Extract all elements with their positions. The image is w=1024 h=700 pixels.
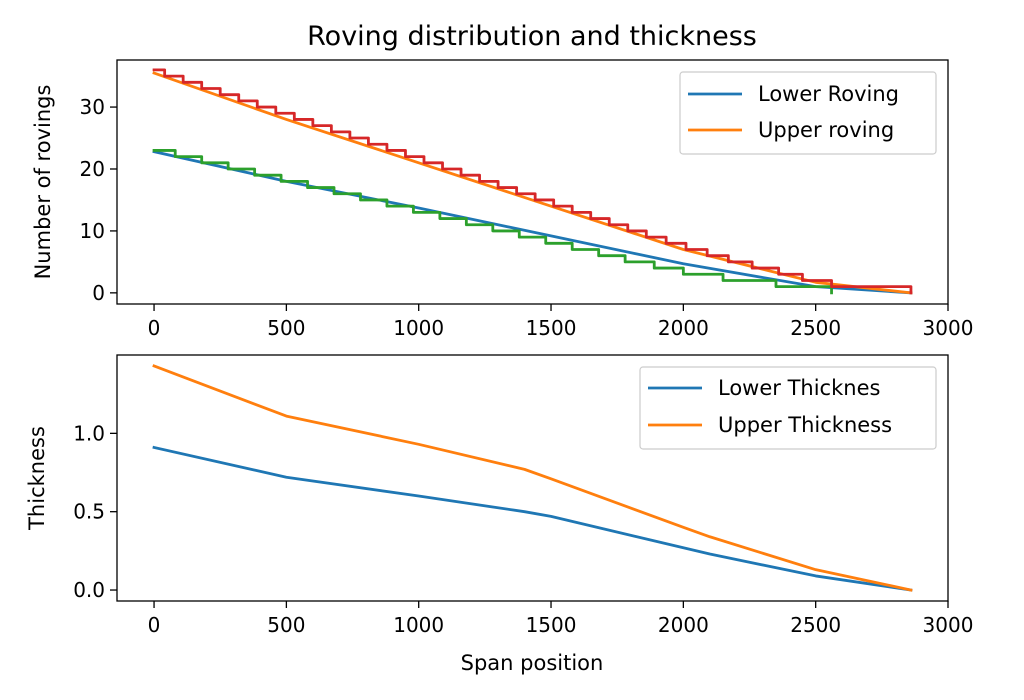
x-tick-label: 3000 [923, 316, 974, 340]
x-tick-label: 1000 [393, 613, 444, 637]
series-upper-roving [152, 71, 913, 295]
y-axis-ticks: 0.0 0.5 1.0 [73, 421, 117, 602]
legend-label-upper-roving: Upper roving [758, 118, 894, 142]
legend-frame [679, 71, 937, 155]
y-tick-label: 0.0 [73, 578, 105, 602]
legend: Lower Thicknes Upper Thickness [639, 366, 937, 450]
roving-chart: Roving distribution and thickness 0 500 10… [31, 21, 973, 340]
x-tick-label: 1000 [393, 316, 444, 340]
legend-label-lower-thickness: Lower Thicknes [718, 376, 880, 400]
x-axis-ticks: 0 500 1000 1500 2000 2500 3000 [148, 304, 974, 340]
x-tick-label: 2500 [790, 316, 841, 340]
series-lower-thicknes [152, 445, 913, 592]
legend: Lower Roving Upper roving [679, 71, 937, 155]
y-tick-label: 20 [80, 157, 105, 181]
series-upper-thickness [152, 364, 913, 592]
x-tick-label: 0 [148, 613, 161, 637]
y-axis-label: Number of rovings [31, 85, 55, 280]
x-tick-label: 2000 [658, 316, 709, 340]
x-tick-label: 2500 [790, 613, 841, 637]
x-tick-label: 500 [267, 316, 305, 340]
x-tick-label: 1500 [526, 613, 577, 637]
x-tick-label: 1500 [526, 316, 577, 340]
plot-area [116, 354, 949, 602]
y-axis-ticks: 0 10 20 30 [80, 95, 117, 305]
x-axis-ticks: 0 500 1000 1500 2000 2500 3000 [148, 601, 974, 637]
axes-frame [116, 59, 949, 305]
y-tick-label: 30 [80, 95, 105, 119]
y-tick-label: 10 [80, 219, 105, 243]
x-tick-label: 3000 [923, 613, 974, 637]
legend-label-lower-roving: Lower Roving [758, 82, 899, 106]
legend-label-upper-thickness: Upper Thickness [718, 413, 892, 437]
plot-area [116, 59, 949, 305]
axes-frame [116, 354, 949, 602]
x-tick-label: 0 [148, 316, 161, 340]
x-tick-label: 2000 [658, 613, 709, 637]
y-tick-label: 0 [92, 281, 105, 305]
series-step-3 [152, 68, 913, 295]
thickness-chart: 0 500 1000 1500 2000 2500 3000 0.0 0.5 1.0 Thick… [25, 354, 974, 675]
y-tick-label: 0.5 [73, 500, 105, 524]
series-step-2 [152, 149, 833, 295]
chart-title: Roving distribution and thickness [307, 21, 757, 52]
y-axis-label: Thickness [25, 426, 49, 531]
legend-frame [639, 366, 937, 450]
x-tick-label: 500 [267, 613, 305, 637]
y-tick-label: 1.0 [73, 421, 105, 445]
x-axis-label: Span position [461, 651, 604, 675]
